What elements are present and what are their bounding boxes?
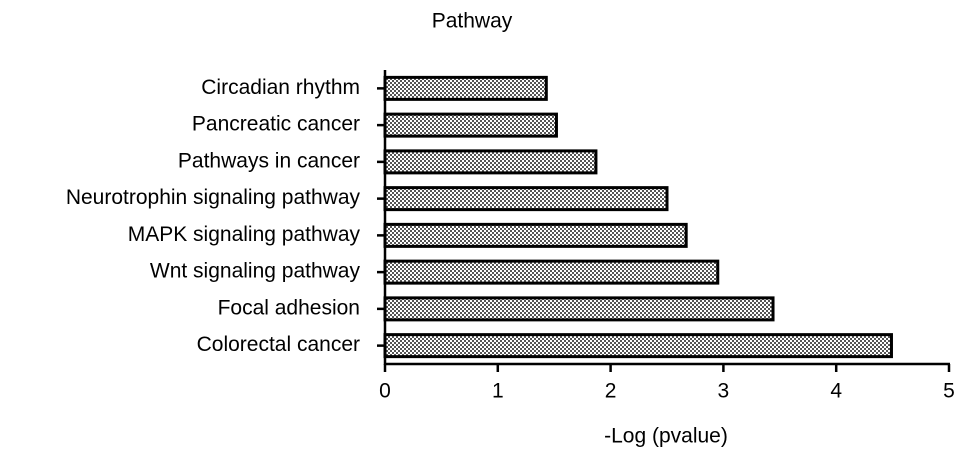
y-tick-label: Colorectal cancer — [197, 333, 360, 356]
bar — [383, 186, 669, 212]
bar — [383, 259, 720, 285]
bar — [383, 333, 893, 359]
chart-title: Pathway — [432, 10, 513, 33]
bar — [383, 296, 775, 322]
x-tick-label: 0 — [379, 380, 391, 403]
y-tick-label: Focal adhesion — [218, 296, 360, 319]
y-tick-label: Wnt signaling pathway — [150, 260, 361, 283]
y-tick-label: Pancreatic cancer — [192, 113, 360, 136]
bar — [383, 149, 598, 175]
y-tick-label: MAPK signaling pathway — [128, 223, 361, 246]
x-tick-label: 3 — [718, 380, 730, 403]
bar — [383, 75, 548, 101]
x-tick-label: 5 — [943, 380, 955, 403]
bar — [383, 222, 688, 248]
y-tick-label: Neurotrophin signaling pathway — [66, 186, 361, 209]
y-tick-label: Circadian rhythm — [201, 76, 360, 99]
x-tick-label: 2 — [605, 380, 617, 403]
bar — [383, 112, 558, 138]
x-tick-label: 4 — [830, 380, 842, 403]
x-tick-label: 1 — [492, 380, 504, 403]
y-tick-label: Pathways in cancer — [178, 149, 360, 172]
x-axis-label: -Log (pvalue) — [604, 425, 728, 448]
